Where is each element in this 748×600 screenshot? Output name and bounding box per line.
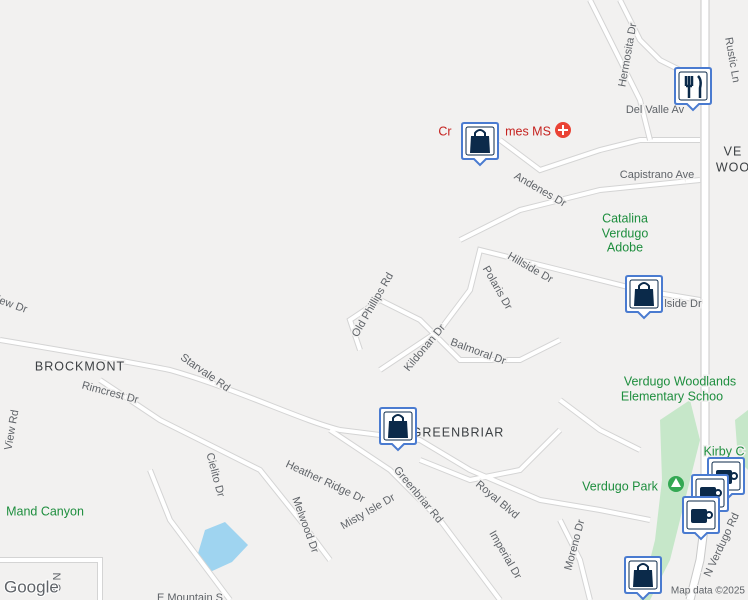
map-label: mes MS bbox=[505, 124, 551, 138]
bag-icon bbox=[470, 136, 490, 153]
map-label: Verdugo Woodlands bbox=[624, 374, 736, 388]
cup-handle bbox=[714, 489, 722, 497]
attribution: Map data ©2025 bbox=[671, 586, 746, 597]
map-label: Rustic Ln bbox=[722, 36, 742, 83]
cup-handle bbox=[730, 472, 738, 480]
map-label: Mand Canyon bbox=[6, 504, 84, 518]
map-label: Royal Blvd bbox=[473, 478, 521, 521]
poi-markers bbox=[379, 67, 745, 600]
park bbox=[640, 400, 700, 600]
shop-marker bbox=[461, 122, 499, 167]
park bbox=[735, 410, 748, 470]
map-label: Greenbriar Rd bbox=[391, 464, 445, 525]
map-label: Del Valle Av bbox=[626, 104, 685, 116]
map-label: GREENBRIAR bbox=[412, 425, 505, 439]
food-marker bbox=[674, 67, 712, 112]
bag-handle bbox=[474, 129, 486, 136]
cup-icon bbox=[691, 509, 707, 523]
map-label: Cr bbox=[438, 124, 451, 138]
bag-icon bbox=[633, 570, 653, 587]
map-label: WOO bbox=[716, 160, 748, 174]
map-label: Verdugo Park bbox=[582, 479, 658, 493]
map-label: Verdugo bbox=[602, 226, 649, 240]
shop-marker bbox=[379, 407, 417, 452]
hospital-cross bbox=[558, 125, 568, 135]
park-tree bbox=[671, 478, 681, 487]
map-label: Imperial Dr bbox=[486, 529, 523, 582]
map-label: View Rd bbox=[2, 409, 21, 451]
cafe-marker bbox=[682, 496, 720, 541]
shop-marker bbox=[624, 556, 662, 600]
parks bbox=[196, 400, 748, 600]
map-label: iew Dr bbox=[0, 294, 29, 316]
map-label: VE bbox=[724, 144, 743, 158]
fork-icon bbox=[684, 75, 702, 98]
map-label: Melwood Dr bbox=[289, 495, 320, 555]
map-label: Kirby C bbox=[704, 444, 745, 458]
map-label: N C bbox=[50, 573, 62, 592]
bag-handle bbox=[638, 282, 650, 289]
bag-icon bbox=[634, 289, 654, 306]
cup-handle bbox=[705, 511, 713, 519]
bag-handle bbox=[637, 563, 649, 570]
map-label: Capistrano Ave bbox=[620, 169, 694, 181]
map-label: lside Dr bbox=[664, 298, 702, 310]
map-label: Cielito Dr bbox=[203, 452, 226, 499]
map-label: Elementary Schoo bbox=[621, 389, 723, 403]
bag-icon bbox=[388, 421, 408, 438]
roads bbox=[0, 0, 710, 600]
google-logo: Google bbox=[4, 577, 59, 596]
bag-handle bbox=[392, 414, 404, 421]
map-label: Adobe bbox=[607, 240, 643, 254]
map-label: Polaris Dr bbox=[480, 264, 515, 312]
map-label: Catalina bbox=[602, 211, 648, 225]
map-label: BROCKMONT bbox=[35, 359, 125, 373]
map-label: E Mountain S bbox=[157, 592, 223, 600]
shop-marker bbox=[625, 275, 663, 320]
lake bbox=[196, 522, 248, 572]
